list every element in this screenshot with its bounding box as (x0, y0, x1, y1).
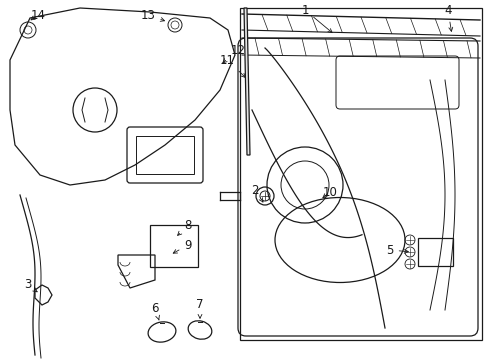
Polygon shape (244, 8, 249, 155)
Bar (150, 225, 198, 267)
Text: 3: 3 (24, 279, 37, 292)
Text: 12: 12 (223, 44, 245, 63)
Text: 7: 7 (196, 298, 203, 318)
Text: 14: 14 (30, 9, 45, 22)
Text: 9: 9 (173, 239, 191, 253)
Bar (417, 238, 452, 266)
Text: 13: 13 (140, 9, 164, 22)
Text: 4: 4 (443, 4, 452, 31)
Text: 11: 11 (220, 54, 245, 77)
Text: 6: 6 (151, 302, 159, 320)
Text: 8: 8 (177, 219, 191, 235)
Text: 1: 1 (301, 4, 331, 33)
Text: 5: 5 (386, 243, 407, 257)
Text: 10: 10 (322, 185, 337, 198)
Bar (240, 8, 481, 340)
Bar (136, 136, 194, 174)
Text: 2: 2 (251, 184, 263, 202)
